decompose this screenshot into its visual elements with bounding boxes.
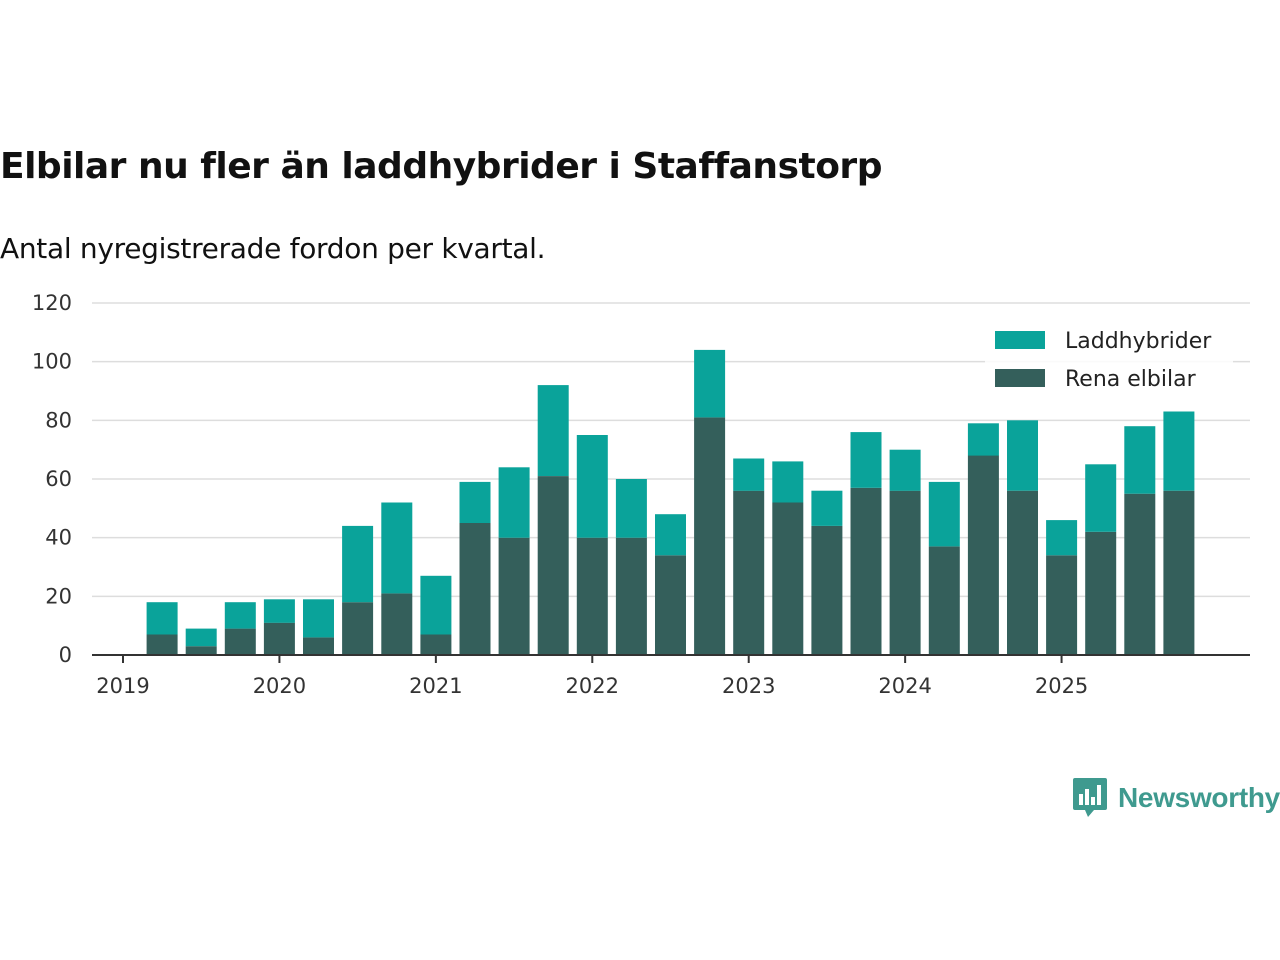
x-tick-label: 2021 xyxy=(409,674,462,698)
legend-swatch-rena-elbilar xyxy=(995,369,1045,387)
x-tick-label: 2023 xyxy=(722,674,775,698)
x-axis: 2019 2020 2021 2022 2023 2024 2025 xyxy=(92,654,1250,698)
bar-rena-elbilar-2025-q2 xyxy=(1085,531,1117,655)
y-tick-label: 60 xyxy=(45,467,72,491)
bar-rena-elbilar-2021-q1 xyxy=(420,634,452,655)
bar-rena-elbilar-2020-q3 xyxy=(342,602,374,655)
bar-rena-elbilar-2021-q4 xyxy=(537,476,569,655)
chart-subtitle: Antal nyregistrerade fordon per kvartal. xyxy=(0,232,546,265)
y-tick-label: 120 xyxy=(32,291,72,315)
x-tick-label: 2022 xyxy=(566,674,619,698)
bar-rena-elbilar-2020-q4 xyxy=(381,593,413,655)
bar-rena-elbilar-2025-q4 xyxy=(1163,490,1195,655)
x-tick-label: 2025 xyxy=(1035,674,1088,698)
bar-rena-elbilar-2025-q1 xyxy=(1046,555,1078,655)
bar-rena-elbilar-2022-q1 xyxy=(576,537,608,655)
bar-laddhybrider-2021-q4 xyxy=(537,385,569,476)
bar-rena-elbilar-2021-q2 xyxy=(459,523,491,655)
bar-rena-elbilar-2022-q4 xyxy=(694,417,726,655)
bar-laddhybrider-2025-q2 xyxy=(1085,464,1117,532)
bar-laddhybrider-2020-q3 xyxy=(342,525,374,603)
bar-rena-elbilar-2020-q2 xyxy=(303,637,334,655)
legend-label-laddhybrider: Laddhybrider xyxy=(1065,329,1212,354)
bar-laddhybrider-2020-q1 xyxy=(263,599,295,623)
brand-name: Newsworthy xyxy=(1118,782,1280,813)
bar-rena-elbilar-2021-q3 xyxy=(498,537,530,655)
bar-laddhybrider-2019-q4 xyxy=(224,602,256,629)
bar-laddhybrider-2023-q3 xyxy=(811,490,843,526)
y-tick-label: 80 xyxy=(45,408,72,432)
bar-rena-elbilar-2025-q3 xyxy=(1124,493,1156,655)
bar-laddhybrider-2022-q3 xyxy=(655,514,686,556)
legend: Laddhybrider Rena elbilar xyxy=(985,320,1233,400)
bar-laddhybrider-2022-q1 xyxy=(576,435,608,538)
newsworthy-brand[interactable]: Newsworthy xyxy=(1072,776,1280,820)
bar-rena-elbilar-2022-q3 xyxy=(655,555,686,655)
bar-rena-elbilar-2024-q2 xyxy=(928,546,960,655)
bar-laddhybrider-2023-q4 xyxy=(850,432,882,488)
x-tick-label: 2024 xyxy=(878,674,931,698)
bar-laddhybrider-2025-q1 xyxy=(1046,520,1078,556)
y-tick-label: 0 xyxy=(59,643,72,667)
bar-laddhybrider-2024-q3 xyxy=(967,423,999,456)
bar-laddhybrider-2025-q3 xyxy=(1124,426,1156,494)
bar-rena-elbilar-2019-q4 xyxy=(224,628,256,655)
newsworthy-logo-icon xyxy=(1073,778,1107,817)
bar-laddhybrider-2020-q2 xyxy=(303,599,334,638)
bar-laddhybrider-2021-q3 xyxy=(498,467,530,538)
bar-laddhybrider-2019-q3 xyxy=(185,628,217,647)
legend-swatch-laddhybrider xyxy=(995,331,1045,349)
bar-laddhybrider-2020-q4 xyxy=(381,502,413,594)
bar-rena-elbilar-2020-q1 xyxy=(263,622,295,655)
bar-laddhybrider-2024-q1 xyxy=(889,449,921,491)
bar-laddhybrider-2022-q4 xyxy=(694,349,726,418)
bar-laddhybrider-2021-q1 xyxy=(420,575,452,635)
y-axis: 0 20 40 60 80 100 120 xyxy=(32,291,72,667)
bar-laddhybrider-2024-q2 xyxy=(928,481,960,547)
bar-rena-elbilar-2023-q1 xyxy=(733,490,765,655)
bar-laddhybrider-2019-q2 xyxy=(146,602,178,635)
chart-title: Elbilar nu fler än laddhybrider i Staffa… xyxy=(0,146,882,187)
bar-laddhybrider-2021-q2 xyxy=(459,481,491,523)
bar-series xyxy=(146,349,1195,655)
bar-rena-elbilar-2022-q2 xyxy=(615,537,647,655)
stacked-bar-chart: 0 20 40 60 80 100 120 2019 2020 2021 2022 2023 2024… xyxy=(32,291,1250,698)
bar-rena-elbilar-2019-q3 xyxy=(185,646,217,655)
bar-rena-elbilar-2024-q4 xyxy=(1007,490,1038,655)
bar-laddhybrider-2023-q2 xyxy=(772,461,804,503)
y-tick-label: 40 xyxy=(45,526,72,550)
y-tick-label: 20 xyxy=(45,584,72,608)
bar-laddhybrider-2024-q4 xyxy=(1007,420,1038,491)
x-tick-label: 2020 xyxy=(253,674,306,698)
bar-laddhybrider-2022-q2 xyxy=(615,479,647,538)
legend-label-rena-elbilar: Rena elbilar xyxy=(1065,367,1197,392)
bar-rena-elbilar-2023-q2 xyxy=(772,502,804,655)
bar-rena-elbilar-2024-q1 xyxy=(889,490,921,655)
bar-laddhybrider-2025-q4 xyxy=(1163,411,1195,491)
bar-rena-elbilar-2023-q4 xyxy=(850,487,882,655)
bar-rena-elbilar-2023-q3 xyxy=(811,525,843,655)
x-tick-label: 2019 xyxy=(96,674,149,698)
bar-rena-elbilar-2024-q3 xyxy=(967,455,999,655)
bar-laddhybrider-2023-q1 xyxy=(733,458,765,491)
bar-rena-elbilar-2019-q2 xyxy=(146,634,178,655)
y-tick-label: 100 xyxy=(32,350,72,374)
